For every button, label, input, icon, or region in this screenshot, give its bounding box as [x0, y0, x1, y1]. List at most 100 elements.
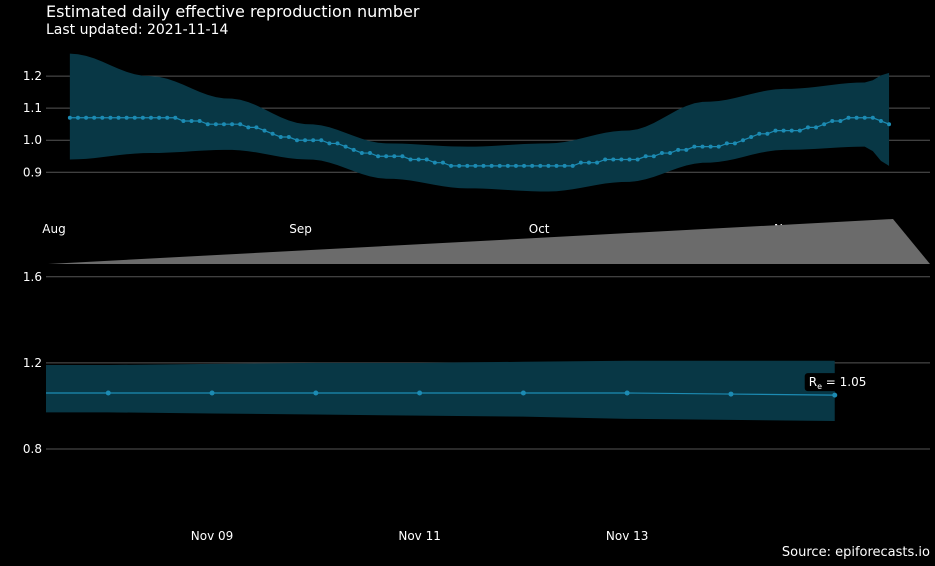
median-point: [489, 163, 494, 168]
y-tick-label: 1.6: [23, 270, 42, 284]
median-point: [286, 135, 291, 140]
median-point: [700, 144, 705, 149]
median-point: [732, 141, 737, 146]
median-point: [635, 157, 640, 162]
median-point: [708, 144, 713, 149]
median-point: [132, 115, 137, 120]
median-point: [400, 154, 405, 159]
median-point: [513, 163, 518, 168]
zoom-median-point: [728, 391, 734, 397]
median-point: [230, 122, 235, 127]
median-point: [351, 147, 356, 152]
median-point: [830, 118, 835, 123]
median-point: [424, 157, 429, 162]
annotation-label: Re = 1.05: [809, 375, 867, 391]
median-point: [497, 163, 502, 168]
median-point: [773, 128, 778, 133]
x-tick-label: Nov 11: [398, 529, 441, 543]
median-point: [238, 122, 243, 127]
median-point: [603, 157, 608, 162]
zoom-median-point: [313, 390, 319, 396]
x-tick-label: Nov 09: [191, 529, 234, 543]
median-point: [67, 115, 72, 120]
context-area: [48, 219, 930, 264]
median-point: [887, 122, 892, 127]
median-point: [805, 125, 810, 130]
median-point: [716, 144, 721, 149]
median-point: [157, 115, 162, 120]
median-point: [84, 115, 89, 120]
median-point: [611, 157, 616, 162]
median-point: [116, 115, 121, 120]
median-point: [522, 163, 527, 168]
median-point: [254, 125, 259, 130]
median-point: [465, 163, 470, 168]
median-point: [684, 147, 689, 152]
y-tick-label: 1.2: [23, 356, 42, 370]
median-point: [546, 163, 551, 168]
y-tick-label: 0.8: [23, 442, 42, 456]
median-point: [530, 163, 535, 168]
x-tick-label: Sep: [289, 222, 312, 236]
median-point: [311, 138, 316, 143]
median-point: [627, 157, 632, 162]
median-point: [765, 131, 770, 136]
y-tick-label: 1.0: [23, 133, 42, 147]
median-point: [384, 154, 389, 159]
median-point: [173, 115, 178, 120]
median-point: [814, 125, 819, 130]
median-point: [165, 115, 170, 120]
median-point: [359, 151, 364, 156]
median-point: [262, 128, 267, 133]
median-point: [108, 115, 113, 120]
median-point: [449, 163, 454, 168]
median-point: [481, 163, 486, 168]
median-point: [846, 115, 851, 120]
zoom-median-point: [832, 392, 838, 398]
median-point: [789, 128, 794, 133]
chart-subtitle: Last updated: 2021-11-14: [46, 22, 229, 38]
median-point: [538, 163, 543, 168]
median-point: [862, 115, 867, 120]
median-point: [651, 154, 656, 159]
median-point: [757, 131, 762, 136]
median-point: [578, 160, 583, 165]
median-point: [643, 154, 648, 159]
median-point: [343, 144, 348, 149]
median-point: [473, 163, 478, 168]
median-point: [408, 157, 413, 162]
zoom-median-point: [624, 390, 630, 396]
median-point: [148, 115, 153, 120]
median-point: [213, 122, 218, 127]
median-point: [221, 122, 226, 127]
median-point: [303, 138, 308, 143]
median-point: [838, 118, 843, 123]
median-point: [659, 151, 664, 156]
median-point: [668, 151, 673, 156]
median-point: [554, 163, 559, 168]
median-point: [205, 122, 210, 127]
median-point: [570, 163, 575, 168]
median-point: [367, 151, 372, 156]
x-tick-label: Nov 13: [606, 529, 649, 543]
median-point: [822, 122, 827, 127]
median-point: [278, 135, 283, 140]
median-point: [432, 160, 437, 165]
median-point: [457, 163, 462, 168]
median-point: [92, 115, 97, 120]
median-point: [595, 160, 600, 165]
median-point: [724, 141, 729, 146]
median-point: [100, 115, 105, 120]
y-tick-label: 1.2: [23, 69, 42, 83]
median-point: [781, 128, 786, 133]
median-point: [562, 163, 567, 168]
credible-interval-band: [69, 53, 890, 192]
x-tick-label: Aug: [42, 222, 65, 236]
median-point: [416, 157, 421, 162]
zoom-median-point: [105, 390, 111, 396]
median-point: [270, 131, 275, 136]
median-point: [327, 141, 332, 146]
chart-title: Estimated daily effective reproduction n…: [46, 2, 420, 21]
median-point: [692, 144, 697, 149]
